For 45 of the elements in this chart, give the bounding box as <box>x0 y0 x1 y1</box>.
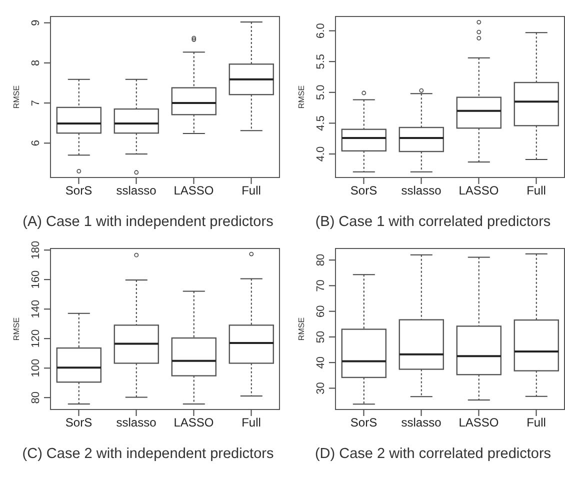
y-tick-label: 50 <box>315 330 327 344</box>
y-tick-label: 4.0 <box>315 146 327 162</box>
y-tick-label: 40 <box>315 356 327 369</box>
y-axis-title: RMSE <box>296 85 306 109</box>
y-tick-label: 140 <box>30 300 42 318</box>
y-tick-label: 80 <box>315 254 327 266</box>
x-tick-label: Full <box>242 416 261 430</box>
x-tick-label: SorS <box>350 416 378 430</box>
y-tick-label: 80 <box>30 391 42 404</box>
y-tick-label: 5.5 <box>315 54 327 70</box>
y-tick-label: 120 <box>30 329 42 348</box>
x-tick-label: Full <box>242 184 261 198</box>
y-tick-label: 6.0 <box>315 23 327 38</box>
y-tick-label: 60 <box>315 305 327 318</box>
x-tick-label: Full <box>526 416 546 430</box>
x-tick-label: sslasso <box>401 416 442 430</box>
y-tick-label: 100 <box>30 358 42 378</box>
x-tick-label: LASSO <box>458 416 499 430</box>
x-tick-label: SorS <box>65 184 92 198</box>
text: (A) Case 1 with independent predictors <box>22 214 274 230</box>
text: (C) Case 2 with independent predictors <box>21 446 275 462</box>
y-tick-label: 30 <box>315 382 327 394</box>
y-tick-label: 70 <box>315 280 327 292</box>
x-tick-label: sslasso <box>401 184 442 198</box>
x-tick-label: SorS <box>350 184 378 198</box>
y-tick-label: 7 <box>30 100 42 106</box>
y-tick-label: 4.5 <box>315 116 327 131</box>
text: (B) Case 1 with correlated predictors <box>314 214 552 230</box>
x-tick-label: Full <box>526 184 546 198</box>
x-tick-label: LASSO <box>174 184 214 198</box>
y-tick-label: 5.0 <box>315 84 327 100</box>
y-tick-label: 8 <box>30 60 42 66</box>
y-axis-title: RMSE <box>296 317 306 341</box>
x-tick-label: LASSO <box>174 416 214 430</box>
x-tick-label: LASSO <box>458 184 499 198</box>
y-tick-label: 6 <box>30 140 42 146</box>
x-tick-label: SorS <box>65 416 92 430</box>
y-tick-label: 160 <box>30 270 42 289</box>
x-tick-label: sslasso <box>116 416 157 430</box>
y-tick-label: 180 <box>30 240 42 260</box>
y-axis-title: RMSE <box>12 317 21 341</box>
y-axis-title: RMSE <box>12 85 21 109</box>
y-tick-label: 9 <box>30 20 42 26</box>
x-tick-label: sslasso <box>116 184 157 198</box>
text: (D) Case 2 with correlated predictors <box>314 446 552 462</box>
